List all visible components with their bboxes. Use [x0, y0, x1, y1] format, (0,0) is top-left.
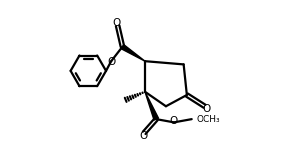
Text: O: O: [203, 104, 211, 114]
Polygon shape: [121, 45, 145, 61]
Text: O: O: [108, 57, 116, 67]
Text: O: O: [170, 116, 178, 126]
Text: O: O: [139, 131, 148, 141]
Polygon shape: [145, 92, 159, 120]
Text: OCH₃: OCH₃: [196, 115, 220, 124]
Text: O: O: [113, 18, 121, 28]
